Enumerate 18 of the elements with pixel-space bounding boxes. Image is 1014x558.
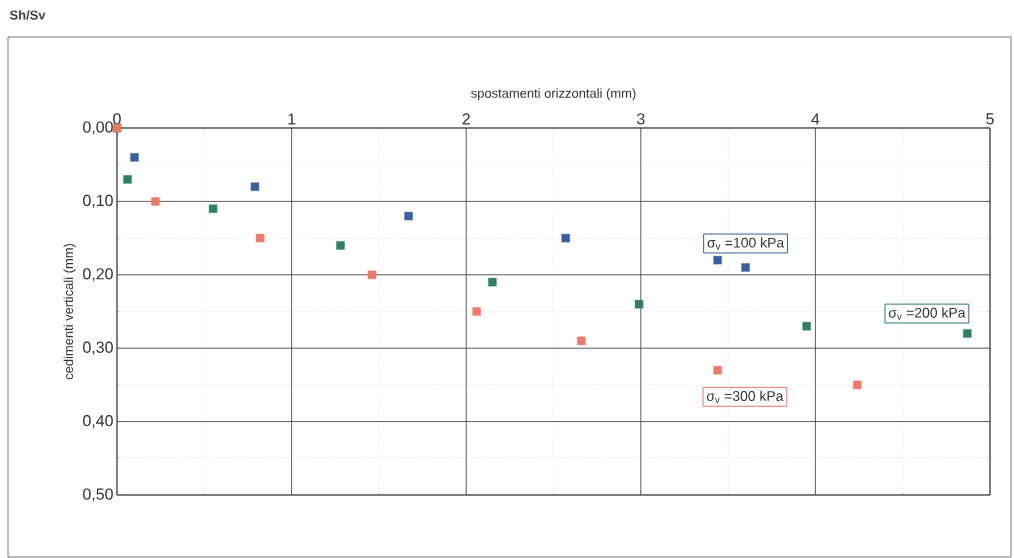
y-tick-label: 0,30 [83,341,113,355]
y-tick-label: 0,20 [83,268,113,282]
y-tick-label: 0,00 [83,121,113,135]
series-label: σ$_{v}$ =100 kPa [707,237,785,250]
series-label: σ$_{v}$ =200 kPa [888,307,966,320]
x-tick-label: 1 [288,113,296,125]
x-tick-label: 4 [811,113,820,125]
x-axis-title: spostamenti orizzontali (mm) [471,88,636,101]
y-tick-label: 0,50 [83,488,113,502]
series-label: σ$_{v}$ =300 kPa [706,390,784,403]
y-tick-label: 0,40 [83,415,113,429]
chart-title: Sh/Sv [9,10,46,20]
x-tick-label: 2 [462,113,470,125]
y-tick-label: 0,10 [83,194,113,208]
x-tick-label: 3 [636,113,645,125]
x-tick-label: 5 [986,113,994,125]
x-tick-label: 0 [113,113,121,125]
y-axis-title: cedimenti verticali (mm) [63,243,76,380]
